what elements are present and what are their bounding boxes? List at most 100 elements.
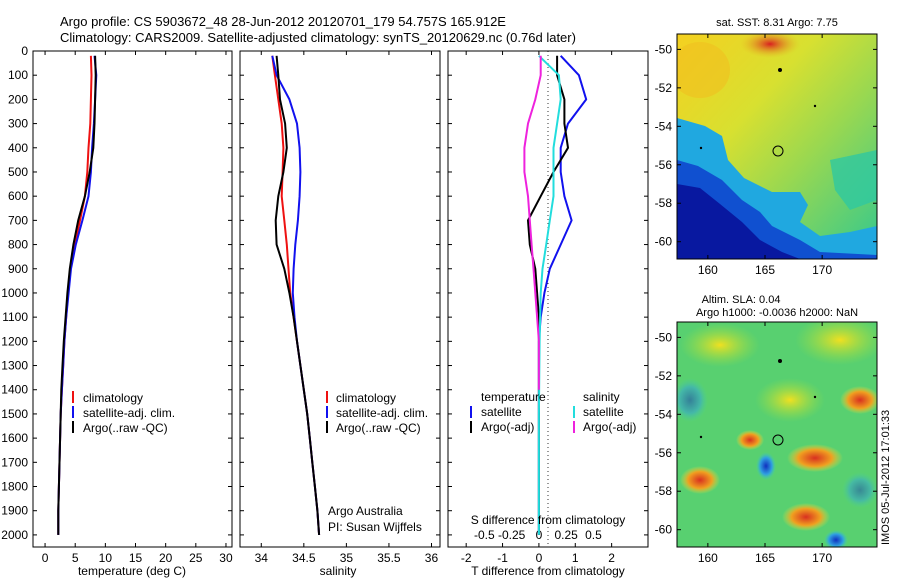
salinity-panel: 34 34.5 35 35.5 36 salinity climatology sate… — [239, 50, 441, 578]
legend-climatology: climatology — [83, 391, 143, 405]
difference-legend: temperature satellite Argo(-adj) salinit… — [470, 390, 636, 434]
argo-location-marker — [772, 145, 784, 157]
lon-tick-label: 160 — [698, 263, 718, 277]
x-tick-label: 34 — [255, 551, 269, 565]
island-marker — [813, 395, 817, 399]
annotation-pi: PI: Susan Wijffels — [328, 520, 422, 534]
sla-map-title2: Argo h1000: -0.0036 h2000: NaN — [696, 307, 858, 319]
depth-tick-label: 1800 — [1, 480, 28, 494]
salinity-lines — [271, 55, 321, 535]
x-tick-label: 2 — [608, 551, 615, 565]
sst-lon-axis: 160 165 170 — [698, 34, 832, 277]
s-tick-label: -0.5 — [474, 528, 495, 542]
s-difference-label: S difference from climatology — [471, 513, 626, 527]
temperature-lines — [57, 55, 98, 535]
t-difference-label: T difference from climatology — [471, 564, 625, 578]
depth-tick-label: 1500 — [1, 407, 28, 421]
x-tick-label: 0 — [42, 551, 49, 565]
sst-map: sat. SST: 8.31 Argo: 7.75 -50-52-54-56-5… — [655, 17, 878, 277]
temperature-panel: 0100200300400500600700800900100011001200… — [1, 44, 233, 578]
lon-tick-label: 170 — [812, 551, 832, 565]
island-marker — [778, 359, 782, 363]
island-marker — [699, 435, 703, 439]
depth-tick-label: 700 — [8, 213, 28, 227]
legend-argo: Argo(..raw -QC) — [83, 421, 168, 435]
sst-map-title: sat. SST: 8.31 Argo: 7.75 — [716, 17, 838, 29]
sla-lon-axis: 160 165 170 — [698, 322, 832, 565]
imos-timestamp: IMOS 05-Jul-2012 17:01:33 — [880, 410, 892, 545]
series-salinity-satellite — [537, 55, 562, 535]
temperature-x-axis: 0 5 10 15 20 25 30 — [42, 51, 233, 565]
salinity-y-ticks — [240, 50, 440, 536]
sla-map-title1: Altim. SLA: 0.04 — [702, 294, 781, 306]
s-tick-label: -0.25 — [498, 528, 526, 542]
lat-tick-label: -56 — [655, 446, 673, 460]
island-marker — [778, 68, 782, 72]
legend-s-satellite: satellite — [583, 405, 624, 419]
depth-tick-label: 1600 — [1, 431, 28, 445]
depth-tick-label: 1700 — [1, 455, 28, 469]
x-tick-label: 35.5 — [377, 551, 401, 565]
depth-tick-label: 2000 — [1, 528, 28, 542]
depth-tick-label: 1300 — [1, 359, 28, 373]
difference-y-ticks — [448, 50, 648, 536]
legend-t-satellite: satellite — [481, 405, 522, 419]
difference-panel: -2 -1 0 1 2 -0.5 -0.25 0 0.25 0.5 S difference f… — [447, 50, 649, 578]
annotation-argo-australia: Argo Australia — [328, 504, 403, 518]
x-tick-label: 25 — [189, 551, 203, 565]
x-tick-label: -1 — [497, 551, 508, 565]
x-tick-label: 15 — [129, 551, 143, 565]
header-line2: Climatology: CARS2009. Satellite-adjuste… — [60, 30, 576, 45]
header-line1: Argo profile: CS 5903672_48 28-Jun-2012 … — [60, 14, 506, 29]
lon-tick-label: 165 — [755, 263, 775, 277]
depth-tick-label: 100 — [8, 68, 28, 82]
salinity-legend: climatology satellite-adj. clim. Argo(..… — [326, 391, 428, 435]
legend-satellite-adj: satellite-adj. clim. — [336, 406, 428, 420]
x-tick-label: 34.5 — [292, 551, 316, 565]
s-tick-label: 0.5 — [585, 528, 602, 542]
lat-tick-label: -60 — [655, 235, 673, 249]
depth-tick-label: 1200 — [1, 334, 28, 348]
sla-map: Altim. SLA: 0.04 Argo h1000: -0.0036 h20… — [655, 294, 878, 565]
lat-tick-label: -52 — [655, 369, 673, 383]
temperature-legend: climatology satellite-adj. clim. Argo(..… — [72, 391, 175, 435]
sla-field — [677, 322, 877, 547]
island-marker — [699, 146, 703, 150]
depth-tick-label: 0 — [21, 44, 28, 58]
lat-tick-label: -50 — [655, 330, 673, 344]
lat-tick-label: -58 — [655, 196, 673, 210]
lon-tick-label: 170 — [812, 263, 832, 277]
lat-tick-label: -56 — [655, 158, 673, 172]
lat-tick-label: -52 — [655, 81, 673, 95]
x-tick-label: 5 — [72, 551, 79, 565]
series-salinity-argo-adj- — [523, 55, 542, 390]
s-tick-label: 0 — [536, 528, 543, 542]
x-tick-label: 10 — [99, 551, 113, 565]
sst-field — [677, 34, 877, 259]
temperature-xlabel: temperature (deg C) — [78, 564, 186, 578]
salinity-xlabel: salinity — [320, 564, 357, 578]
lat-tick-label: -54 — [655, 119, 673, 133]
legend-salinity-title: salinity — [583, 390, 620, 404]
lat-tick-label: -58 — [655, 484, 673, 498]
x-tick-label: -2 — [461, 551, 472, 565]
sla-map-frame — [676, 321, 878, 548]
difference-x-axis: -2 -1 0 1 2 — [461, 51, 615, 565]
lat-tick-label: -54 — [655, 407, 673, 421]
depth-tick-label: 200 — [8, 92, 28, 106]
depth-tick-label: 1000 — [1, 286, 28, 300]
sla-lat-axis: -50 -52 -54 -56 -58 -60 — [655, 330, 877, 537]
depth-tick-label: 300 — [8, 117, 28, 131]
difference-lines — [523, 55, 588, 535]
legend-satellite-adj: satellite-adj. clim. — [83, 406, 175, 420]
argo-location-marker — [772, 434, 784, 446]
salinity-axes-frame — [239, 50, 441, 548]
s-tick-label: 0.25 — [555, 528, 579, 542]
legend-climatology: climatology — [336, 391, 396, 405]
temperature-axes-frame — [32, 50, 233, 548]
sst-lat-axis: -50 -52 -54 -56 -58 -60 — [655, 42, 877, 249]
depth-tick-label: 1400 — [1, 383, 28, 397]
legend-argo: Argo(..raw -QC) — [336, 421, 421, 435]
depth-tick-label: 1100 — [2, 310, 28, 324]
